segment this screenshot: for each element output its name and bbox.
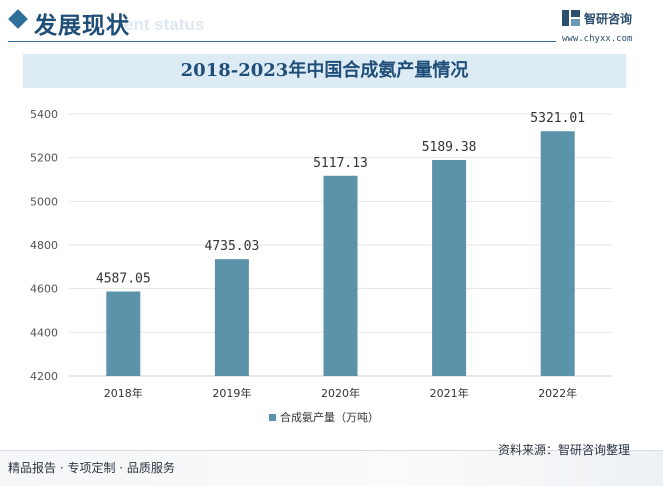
x-tick-label: 2019年 xyxy=(212,386,251,400)
data-label: 5117.13 xyxy=(313,156,368,171)
y-tick-label: 4800 xyxy=(30,239,58,252)
header: ent status 发展现状 智研咨询 www.chyxx.com xyxy=(0,0,663,48)
section-title: 发展现状 xyxy=(34,12,130,39)
y-tick-label: 5000 xyxy=(30,195,58,208)
brand-url: www.chyxx.com xyxy=(562,34,633,44)
y-tick-label: 5200 xyxy=(30,152,58,165)
y-tick-label: 5400 xyxy=(30,108,58,121)
y-tick-label: 4600 xyxy=(30,283,58,296)
data-label: 5321.01 xyxy=(530,111,585,126)
x-tick-label: 2018年 xyxy=(104,386,143,400)
footer-tagline: 精品报告 · 专项定制 · 品质服务 xyxy=(8,461,175,475)
brand-logo-icon xyxy=(562,10,580,26)
chart-title-bar: 2018-2023年中国合成氨产量情况 xyxy=(23,54,626,88)
source-note: 资料来源：智研咨询整理 xyxy=(498,443,631,457)
brand-name: 智研咨询 xyxy=(584,12,633,26)
x-tick-label: 2021年 xyxy=(430,386,469,400)
bar xyxy=(106,291,141,376)
legend-swatch xyxy=(269,414,276,421)
bar xyxy=(214,259,249,376)
header-divider xyxy=(8,41,556,42)
section-subtitle: ent status xyxy=(124,15,205,34)
x-tick-label: 2022年 xyxy=(538,386,577,400)
x-tick-label: 2020年 xyxy=(321,386,360,400)
footer-bar: 精品报告 · 专项定制 · 品质服务 xyxy=(0,450,663,486)
data-label: 4735.03 xyxy=(205,239,260,254)
data-label: 5189.38 xyxy=(422,140,477,155)
bar xyxy=(540,131,575,376)
y-tick-label: 4400 xyxy=(30,326,58,339)
legend-label: 合成氨产量（万吨） xyxy=(280,410,379,424)
chart-title: 2018-2023年中国合成氨产量情况 xyxy=(180,60,469,81)
y-tick-label: 4200 xyxy=(30,370,58,383)
bar xyxy=(432,159,467,376)
data-label: 4587.05 xyxy=(96,271,151,286)
bar xyxy=(323,175,358,376)
brand: 智研咨询 www.chyxx.com xyxy=(562,7,662,47)
